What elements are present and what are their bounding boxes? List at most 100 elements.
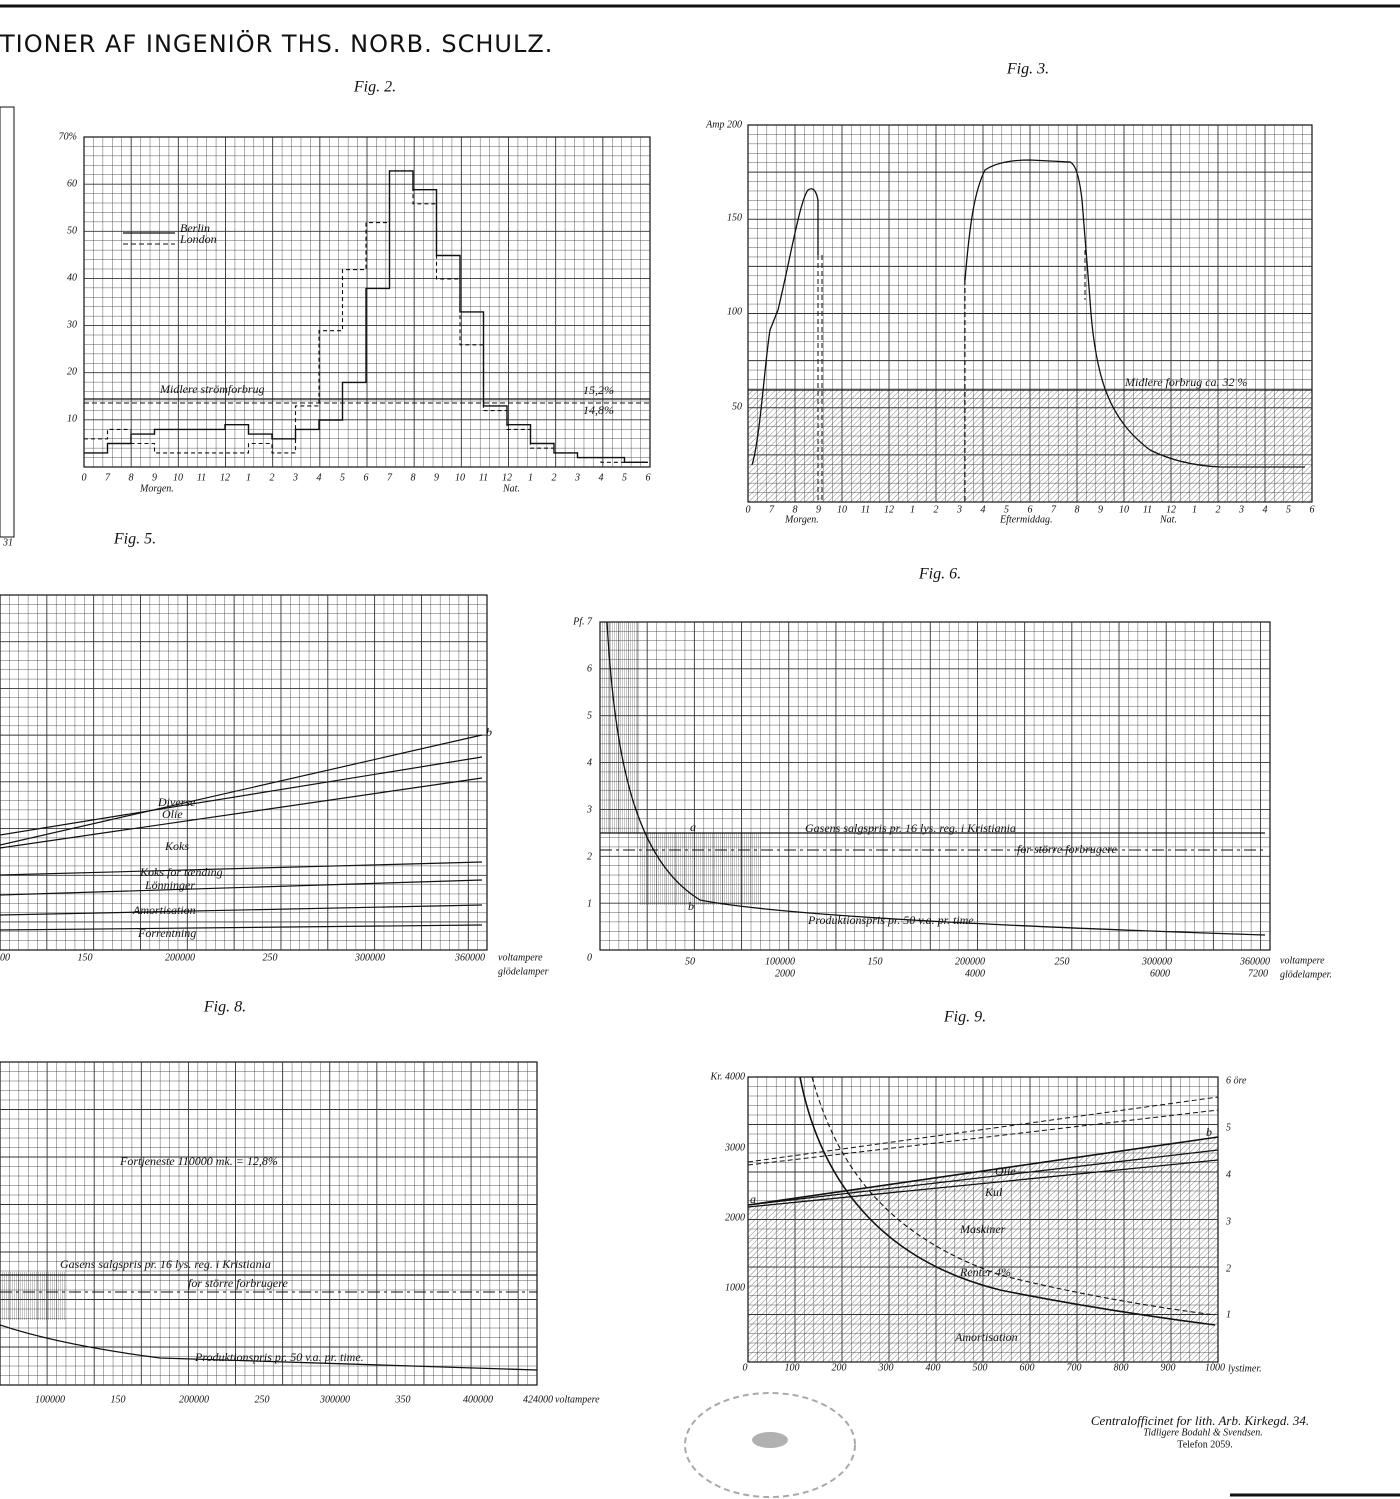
tick-label: 5: [1226, 1122, 1231, 1133]
tick-label: 250: [255, 1394, 270, 1405]
tick-label: 900: [1161, 1362, 1176, 1373]
tick-label: 4: [1226, 1169, 1231, 1180]
annotation: Diverse: [157, 795, 196, 809]
footer-line: Telefon 2059.: [1177, 1439, 1232, 1450]
curve: [0, 1324, 538, 1371]
annotation: b: [1206, 1125, 1212, 1139]
tick-label: 3000: [724, 1142, 745, 1153]
tick-label: 9: [434, 472, 439, 483]
tick-label: 60: [67, 178, 77, 189]
annotation: Amortisation: [132, 903, 196, 917]
tick-label: 0: [587, 952, 592, 963]
tick-label: 1: [1192, 504, 1197, 515]
tick-label: lystimer.: [1228, 1363, 1262, 1374]
figure-label: Fig. 3.: [1006, 61, 1049, 78]
annotation: Renter 4%: [959, 1265, 1011, 1279]
tick-label: 360000: [1239, 956, 1270, 967]
tick-label: 2: [587, 851, 592, 862]
figure-label: Fig. 2.: [353, 79, 396, 96]
tick-label: 50: [685, 956, 695, 967]
tick-label: 9: [816, 504, 821, 515]
annotation: 15,2%: [583, 383, 614, 397]
figure-label: Fig. 6.: [918, 566, 961, 583]
tick-label: Morgen.: [784, 514, 819, 525]
tick-label: 4: [1263, 504, 1268, 515]
grid: [599, 621, 1271, 951]
tick-label: 300000: [354, 952, 385, 963]
tick-label: voltampere: [1280, 955, 1325, 966]
tick-label: 150: [868, 956, 883, 967]
shaded-area: [0, 1272, 65, 1320]
footer-line: Centralofficinet for lith. Arb. Kirkegd.…: [1091, 1413, 1309, 1428]
tick-label: 3: [574, 472, 580, 483]
tick-label: 150: [727, 212, 742, 223]
tick-label: 8: [411, 472, 416, 483]
tick-label: 10: [455, 472, 465, 483]
tick-label: voltampere: [498, 952, 543, 963]
tick-label: 6: [364, 472, 369, 483]
figure-label: Fig. 8.: [203, 999, 246, 1016]
tick-label: 1: [246, 472, 251, 483]
tick-label: 500: [973, 1362, 988, 1373]
annotation: 14,8%: [583, 403, 614, 417]
curve: [0, 924, 483, 931]
tick-label: 8: [1075, 504, 1080, 515]
annotation: Maskiner: [959, 1222, 1006, 1236]
tick-label: 200: [832, 1362, 847, 1373]
tick-label: 50: [732, 401, 742, 412]
grid: [747, 1076, 1219, 1363]
tick-label: 5: [1004, 504, 1009, 515]
annotation: Fortjeneste 110000 mk. = 12,8%: [119, 1154, 278, 1168]
tick-label: Nat.: [502, 483, 520, 494]
tick-label: 4: [599, 472, 604, 483]
tick-label: 6: [587, 663, 592, 674]
tick-label: 2000: [725, 1212, 745, 1223]
tick-label: Nat.: [1159, 514, 1177, 525]
tick-label: 1: [528, 472, 533, 483]
tick-label: 10: [173, 472, 183, 483]
tick-label: 11: [197, 472, 206, 483]
curve: [747, 1109, 1219, 1166]
tick-label: 1000: [725, 1282, 745, 1293]
annotation: Midlere strömforbrug: [159, 382, 265, 396]
tick-label: 7: [1051, 504, 1057, 515]
tick-label: voltampere: [555, 1394, 600, 1405]
grid: [0, 106, 15, 538]
tick-label: 200000: [179, 1394, 209, 1405]
annotation: London: [179, 232, 217, 246]
footer-line: Tidligere Bodahl & Svendsen.: [1143, 1427, 1263, 1438]
tick-label: 20: [67, 366, 77, 377]
grid: [0, 594, 488, 951]
tick-label: 70%: [59, 131, 77, 142]
grid: [83, 136, 651, 468]
tick-label: 11: [1143, 504, 1152, 515]
shaded-area: [640, 833, 762, 905]
tick-label: 7: [769, 504, 775, 515]
tick-label: 1: [910, 504, 915, 515]
tick-label: 4: [317, 472, 322, 483]
tick-label: 5: [1286, 504, 1291, 515]
tick-label: 2: [934, 504, 939, 515]
grid: [747, 124, 1313, 503]
tick-label: 200000: [955, 956, 985, 967]
annotation: for större forbrugere: [188, 1276, 288, 1290]
figure-label: Fig. 9.: [943, 1009, 986, 1026]
tick-label: 250: [1055, 956, 1070, 967]
tick-label: 150: [78, 952, 93, 963]
tick-label: 2: [552, 472, 557, 483]
tick-label: 350: [395, 1394, 411, 1405]
tick-label: 0: [746, 504, 751, 515]
curve: [751, 188, 819, 466]
curve: [84, 170, 648, 463]
annotation: Midlere forbrug ca. 32 %: [1124, 375, 1248, 389]
tick-label: 50: [67, 225, 77, 236]
tick-label: 12: [502, 472, 512, 483]
tick-label: 400: [926, 1362, 941, 1373]
annotation: Kul: [984, 1185, 1003, 1199]
curve: [84, 170, 648, 463]
tick-label: 1: [587, 898, 592, 909]
tick-label: 31: [2, 537, 13, 548]
grid: [0, 1061, 538, 1386]
tick-label: 11: [479, 472, 488, 483]
